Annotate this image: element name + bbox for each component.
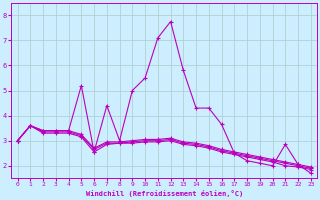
X-axis label: Windchill (Refroidissement éolien,°C): Windchill (Refroidissement éolien,°C) bbox=[85, 190, 243, 197]
